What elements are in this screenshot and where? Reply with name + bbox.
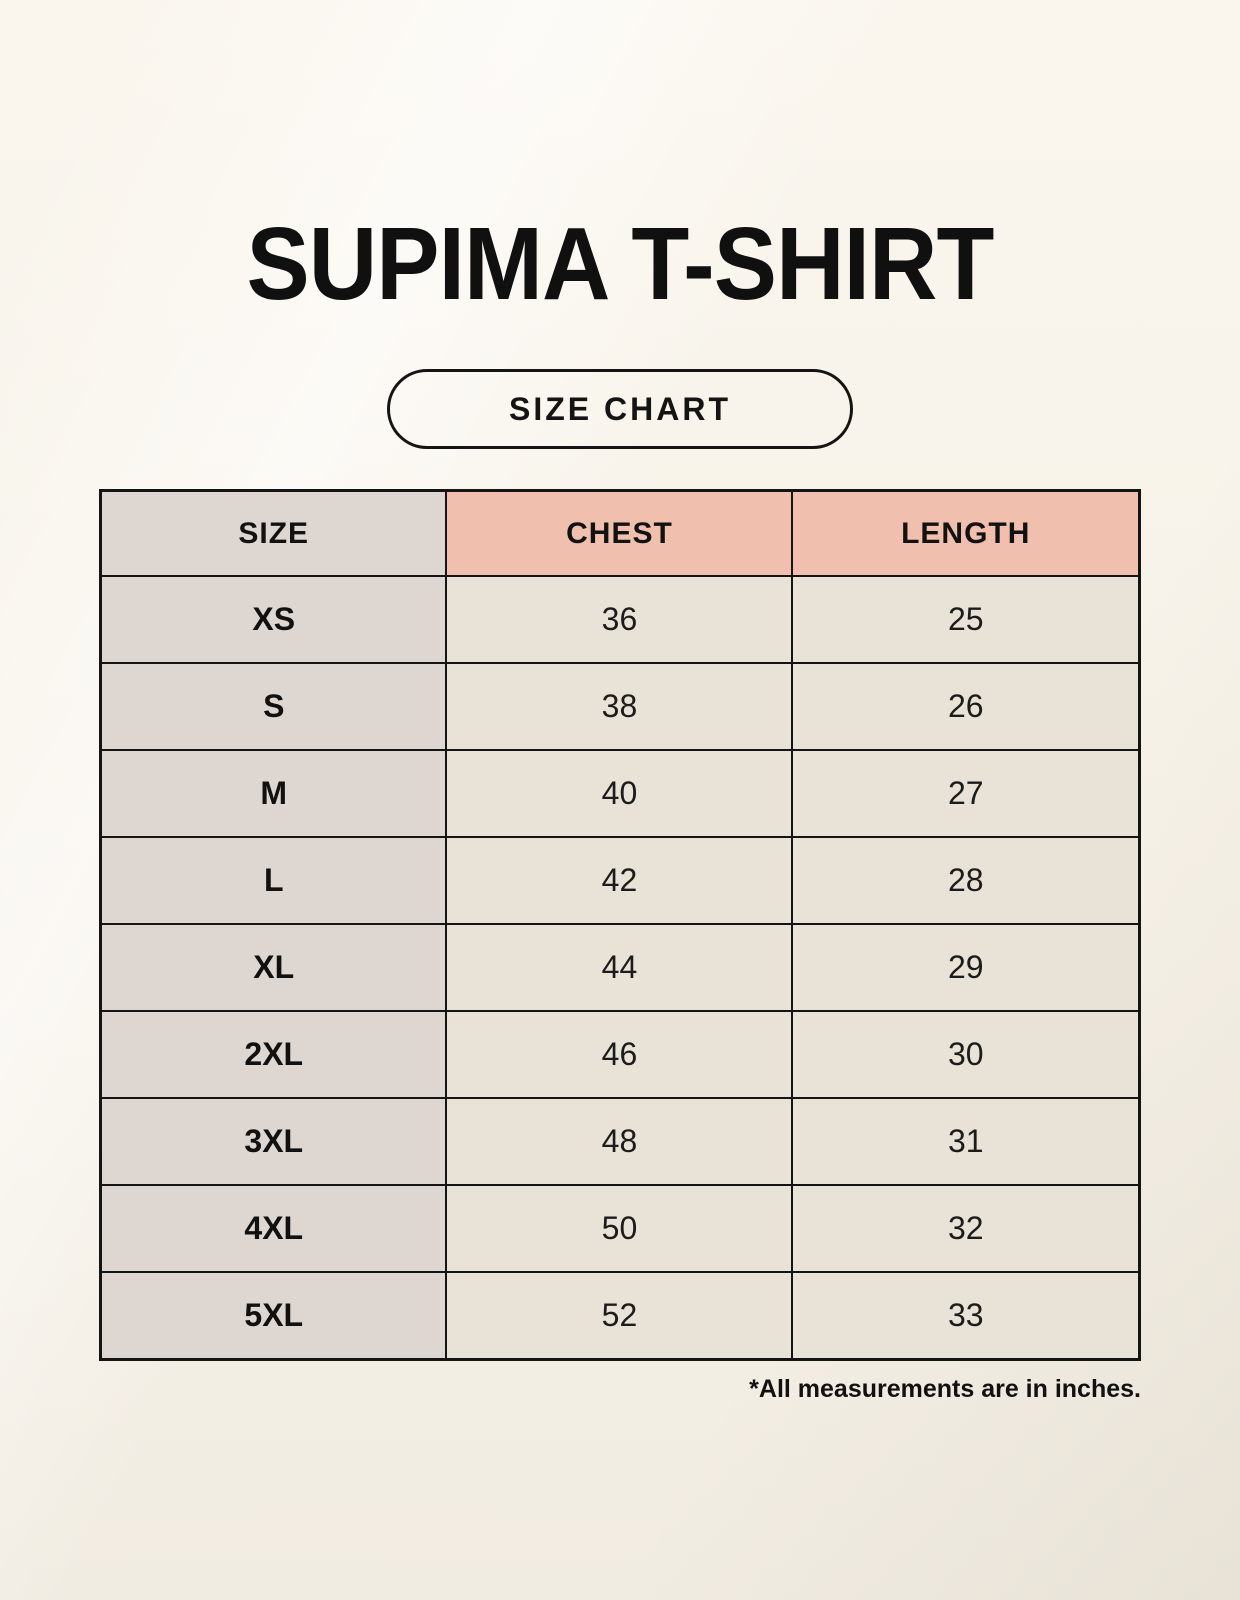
table-body: XS 36 25 S 38 26 M 40 27 L 42 28 XL 44 2… (99, 575, 1141, 1361)
size-label-cell: 3XL (99, 1097, 448, 1186)
length-value-cell: 31 (791, 1097, 1141, 1186)
table-header-row: SIZE CHEST LENGTH (99, 489, 1141, 577)
table-row: 3XL 48 31 (99, 1097, 1141, 1186)
column-header-size: SIZE (99, 489, 448, 577)
measurements-footnote: *All measurements are in inches. (749, 1375, 1141, 1403)
badge-container: SIZE CHART (0, 369, 1240, 449)
length-value-cell: 26 (791, 662, 1141, 751)
column-header-length: LENGTH (791, 489, 1141, 577)
chest-value-cell: 44 (445, 923, 794, 1012)
length-value-cell: 25 (791, 575, 1141, 664)
chest-value-cell: 36 (445, 575, 794, 664)
table-row: L 42 28 (99, 836, 1141, 925)
size-label-cell: 4XL (99, 1184, 448, 1273)
length-value-cell: 28 (791, 836, 1141, 925)
page-title: SUPIMA T-SHIRT (246, 206, 995, 321)
size-label-cell: S (99, 662, 448, 751)
chest-value-cell: 46 (445, 1010, 794, 1099)
chest-value-cell: 50 (445, 1184, 794, 1273)
table-row: S 38 26 (99, 662, 1141, 751)
size-label-cell: M (99, 749, 448, 838)
column-header-chest: CHEST (445, 489, 794, 577)
table-row: XL 44 29 (99, 923, 1141, 1012)
chest-value-cell: 52 (445, 1271, 794, 1361)
chest-value-cell: 38 (445, 662, 794, 751)
size-label-cell: 5XL (99, 1271, 448, 1361)
table-row: 4XL 50 32 (99, 1184, 1141, 1273)
length-value-cell: 30 (791, 1010, 1141, 1099)
table-row: 2XL 46 30 (99, 1010, 1141, 1099)
chest-value-cell: 40 (445, 749, 794, 838)
size-label-cell: XL (99, 923, 448, 1012)
chest-value-cell: 48 (445, 1097, 794, 1186)
size-label-cell: L (99, 836, 448, 925)
size-chart-table: SIZE CHEST LENGTH XS 36 25 S 38 26 M 40 … (99, 489, 1141, 1361)
size-chart-badge[interactable]: SIZE CHART (387, 369, 853, 449)
size-label-cell: 2XL (99, 1010, 448, 1099)
chest-value-cell: 42 (445, 836, 794, 925)
table-row: XS 36 25 (99, 575, 1141, 664)
length-value-cell: 33 (791, 1271, 1141, 1361)
table-row: 5XL 52 33 (99, 1271, 1141, 1361)
size-label-cell: XS (99, 575, 448, 664)
length-value-cell: 27 (791, 749, 1141, 838)
table-row: M 40 27 (99, 749, 1141, 838)
length-value-cell: 32 (791, 1184, 1141, 1273)
length-value-cell: 29 (791, 923, 1141, 1012)
